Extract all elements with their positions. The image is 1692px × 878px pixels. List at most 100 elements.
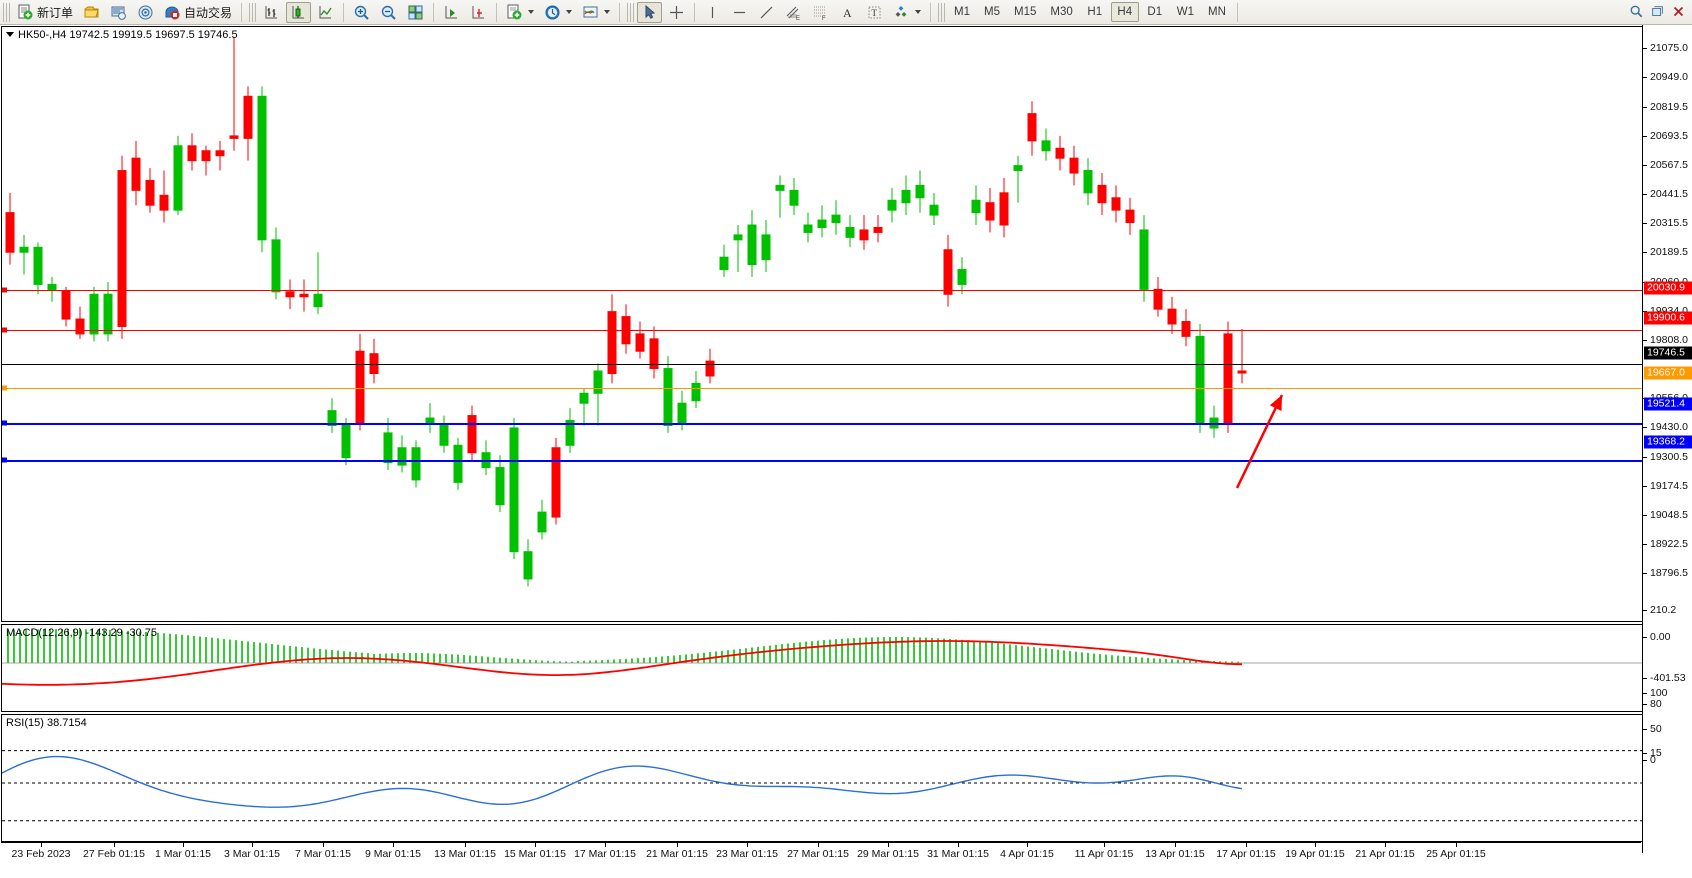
resistance-line-1[interactable] [2, 290, 1642, 291]
fibonacci-icon: F [812, 4, 829, 21]
time-tick-15 [1104, 843, 1105, 847]
vertical-line-tool[interactable] [700, 2, 725, 23]
text-label-tool[interactable]: T [862, 2, 887, 23]
macd-pane[interactable]: MACD(12,26,9) -143.29 -30.75 [1, 624, 1692, 712]
text-tool[interactable]: A [835, 2, 860, 23]
timeframe-m15[interactable]: M15 [1014, 6, 1037, 18]
price-tick-12 [1643, 427, 1647, 428]
timeframe-h4[interactable]: H4 [1110, 2, 1139, 22]
price-pane[interactable]: HK50-,H4 19742.5 19919.5 19697.5 19746.5 [1, 26, 1692, 622]
chart-shift-button[interactable] [466, 2, 491, 23]
timeframe-d1[interactable]: D1 [1147, 6, 1163, 18]
timeframe-m5[interactable]: M5 [984, 6, 1001, 18]
resistance-line-2[interactable] [2, 330, 1642, 331]
trendline-tool[interactable] [754, 2, 779, 23]
search-icon[interactable] [1629, 4, 1646, 21]
order-line[interactable] [2, 388, 1642, 389]
pointer-icon [641, 4, 658, 21]
tile-windows-button[interactable] [403, 2, 428, 23]
price-tick-4 [1643, 165, 1647, 166]
bar-chart-button[interactable] [259, 2, 284, 23]
new-order-icon [17, 4, 34, 21]
current-price-line[interactable] [2, 364, 1642, 365]
price-tick-10 [1643, 340, 1647, 341]
candlestick-chart-button[interactable] [286, 1, 312, 23]
resistance-label-19900[interactable]: 19900.6 [1644, 311, 1692, 325]
new-order-button[interactable]: 新订单 [13, 2, 77, 23]
restore-window-icon[interactable] [1650, 4, 1667, 21]
support-label-19368[interactable]: 19368.2 [1644, 435, 1692, 449]
price-scale[interactable]: 21075.0 20949.0 20819.5 20693.5 20567.5 20441… [1642, 25, 1692, 853]
timeframe-m30[interactable]: M30 [1050, 6, 1073, 18]
fibonacci-tool[interactable]: F [808, 2, 833, 23]
equidistant-channel-tool[interactable]: E [781, 2, 806, 23]
time-label-4: 7 Mar 01:15 [294, 848, 352, 860]
toolbar-grip-3[interactable] [627, 2, 635, 22]
macd-series [2, 629, 1642, 686]
time-label-0: 23 Feb 2023 [11, 848, 71, 860]
order-line-handle[interactable] [2, 385, 7, 391]
price-tick-label-16: 18922.5 [1650, 538, 1688, 550]
auto-trading-button[interactable]: 自动交易 [160, 2, 236, 23]
time-label-14: 4 Apr 01:15 [1000, 848, 1054, 860]
time-tick-13 [958, 843, 959, 847]
horizontal-line-tool[interactable] [727, 2, 752, 23]
data-window-button[interactable] [79, 2, 104, 23]
market-watch-button[interactable] [106, 2, 131, 23]
zoom-out-button[interactable] [376, 2, 401, 23]
time-tick-0 [41, 843, 42, 847]
chevron-down-icon-2[interactable] [566, 10, 573, 14]
templates-button[interactable] [578, 2, 614, 23]
svg-text:E: E [796, 16, 800, 21]
order-line-label-19667[interactable]: 19667.0 [1644, 366, 1692, 380]
cursor-tool[interactable] [637, 1, 663, 23]
price-tick-label-17: 18796.5 [1650, 567, 1688, 579]
timeframe-m1[interactable]: M1 [954, 6, 971, 18]
rsi-tick-label-2: 50 [1650, 723, 1662, 735]
navigator-button[interactable] [133, 2, 158, 23]
clock-icon [544, 4, 561, 21]
support-line-2-handle[interactable] [2, 457, 7, 463]
time-label-9: 21 Mar 01:15 [646, 848, 708, 860]
text-label-icon: T [866, 4, 883, 21]
chart-area[interactable]: HK50-,H4 19742.5 19919.5 19697.5 19746.5… [0, 25, 1692, 878]
resistance-line-1-handle[interactable] [2, 287, 7, 293]
time-tick-11 [818, 843, 819, 847]
time-label-6: 13 Mar 01:15 [434, 848, 496, 860]
add-indicator-button[interactable] [502, 2, 538, 23]
chevron-down-icon-4[interactable] [915, 10, 922, 14]
timeframe-mn[interactable]: MN [1208, 6, 1226, 18]
support-line-1[interactable] [2, 423, 1642, 425]
resistance-line-2-handle[interactable] [2, 327, 7, 333]
chevron-down-icon-3[interactable] [604, 10, 611, 14]
chevron-down-icon[interactable] [528, 10, 535, 14]
crosshair-tool[interactable] [664, 2, 689, 23]
shapes-tool[interactable] [889, 2, 925, 23]
zoom-in-button[interactable] [349, 2, 374, 23]
support-line-1-handle[interactable] [2, 420, 7, 426]
rsi-pane[interactable]: RSI(15) 38.7154 [1, 714, 1692, 842]
time-axis[interactable]: 23 Feb 2023 27 Feb 01:15 1 Mar 01:15 3 Mar … [1, 842, 1641, 878]
time-tick-20 [1456, 843, 1457, 847]
current-price-label[interactable]: 19746.5 [1644, 346, 1692, 360]
auto-scroll-button[interactable] [439, 2, 464, 23]
period-separator-button[interactable] [540, 2, 576, 23]
support-line-2[interactable] [2, 460, 1642, 462]
rsi-tick-1 [1643, 704, 1647, 705]
timeframe-h1[interactable]: H1 [1087, 6, 1103, 18]
time-tick-4 [323, 843, 324, 847]
time-label-19: 21 Apr 01:15 [1355, 848, 1415, 860]
close-window-icon[interactable] [1671, 4, 1688, 21]
support-label-19521[interactable]: 19521.4 [1644, 397, 1692, 411]
toolbar-grip-2[interactable] [249, 2, 257, 22]
line-chart-button[interactable] [313, 2, 338, 23]
resistance-label-20030[interactable]: 20030.9 [1644, 281, 1692, 295]
folder-icon [83, 4, 100, 21]
time-tick-18 [1315, 843, 1316, 847]
timeframe-w1[interactable]: W1 [1176, 6, 1195, 18]
collapse-icon[interactable] [6, 32, 14, 37]
toolbar-grip[interactable] [3, 2, 10, 22]
toolbar-grip-4[interactable] [938, 2, 946, 22]
price-tick-6 [1643, 223, 1647, 224]
time-label-16: 13 Apr 01:15 [1145, 848, 1205, 860]
